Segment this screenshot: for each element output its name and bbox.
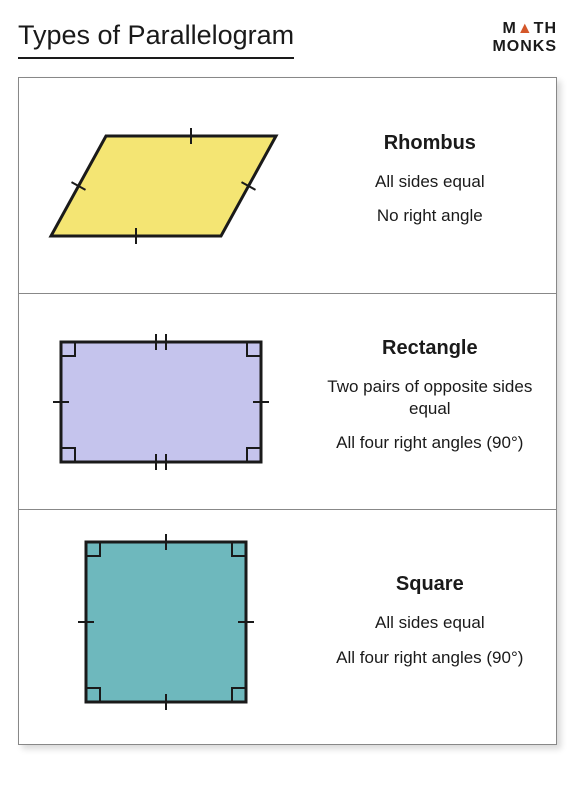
rhombus-shape-cell (19, 94, 304, 278)
rectangle-text: Rectangle Two pairs of opposite sides eq… (304, 325, 556, 478)
logo-th: TH (534, 20, 557, 37)
rectangle-row: Rectangle Two pairs of opposite sides eq… (19, 294, 556, 510)
rhombus-prop1: All sides equal (312, 171, 548, 193)
rectangle-name: Rectangle (312, 337, 548, 360)
square-svg (31, 522, 291, 732)
logo-monks: MONKS (492, 38, 557, 55)
square-prop2: All four right angles (90°) (312, 647, 548, 669)
square-text: Square All sides equal All four right an… (304, 561, 556, 692)
page-title: Types of Parallelogram (18, 20, 294, 59)
square-name: Square (312, 573, 548, 596)
rhombus-name: Rhombus (312, 132, 548, 155)
rectangle-prop2: All four right angles (90°) (312, 432, 548, 454)
square-shape-cell (19, 510, 304, 744)
rectangle-prop1: Two pairs of opposite sides equal (312, 376, 548, 420)
rhombus-svg (31, 106, 291, 266)
square-row: Square All sides equal All four right an… (19, 510, 556, 744)
rectangle-shape-cell (19, 300, 304, 504)
rectangle-svg (31, 312, 291, 492)
logo-m: M (503, 20, 517, 37)
header: Types of Parallelogram M▲THMONKS (18, 20, 557, 59)
logo-triangle-icon: ▲ (517, 20, 534, 37)
logo: M▲THMONKS (492, 20, 557, 55)
rhombus-text: Rhombus All sides equal No right angle (304, 120, 556, 251)
square-prop1: All sides equal (312, 612, 548, 634)
rhombus-prop2: No right angle (312, 205, 548, 227)
shapes-container: Rhombus All sides equal No right angle R… (18, 77, 557, 745)
rhombus-row: Rhombus All sides equal No right angle (19, 78, 556, 294)
